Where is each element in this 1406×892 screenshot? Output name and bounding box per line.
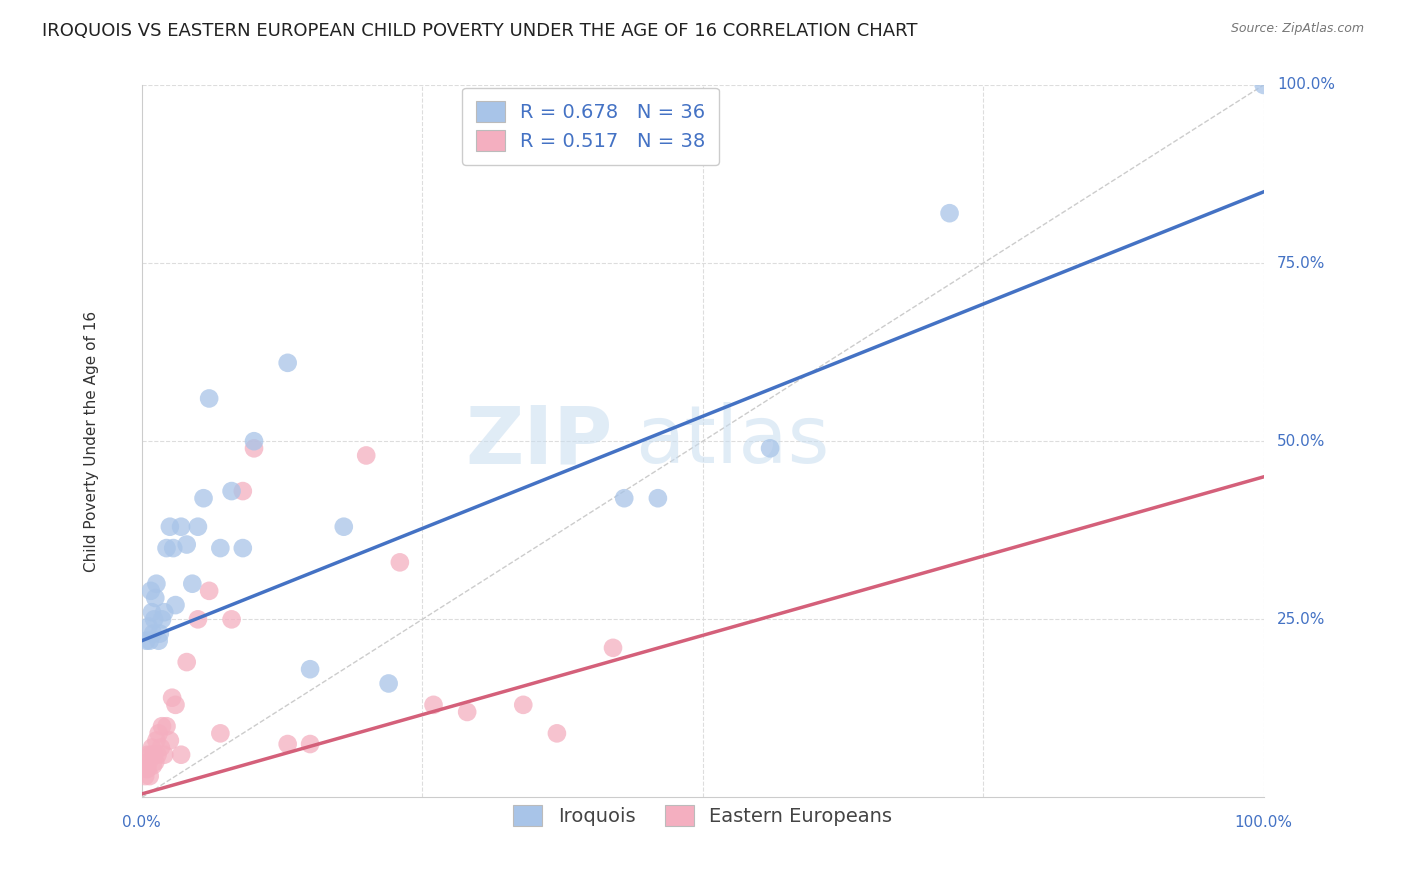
Point [145,733,167,747]
Point [388,555,411,569]
Point [181,576,204,591]
Point [187,612,209,626]
Point [148,633,170,648]
Point [422,698,444,712]
Point [142,758,165,772]
Point [377,676,399,690]
Point [243,442,266,456]
Point [143,755,166,769]
Point [277,737,299,751]
Point [187,519,209,533]
Point [143,612,166,626]
Point [938,206,960,220]
Point [299,662,322,676]
Point [138,619,160,633]
Point [145,576,167,591]
Point [354,449,377,463]
Text: 0.0%: 0.0% [122,815,162,830]
Text: 100.0%: 100.0% [1234,815,1292,830]
Point [512,698,534,712]
Point [149,740,172,755]
Point [602,640,624,655]
Point [135,762,157,776]
Point [198,583,221,598]
Point [170,747,193,762]
Point [150,612,173,626]
Point [221,484,243,499]
Point [160,690,183,705]
Point [142,626,165,640]
Point [277,356,299,370]
Point [143,747,166,762]
Point [155,719,177,733]
Point [136,762,159,776]
Point [176,655,198,669]
Point [153,747,176,762]
Point [139,583,162,598]
Point [759,442,782,456]
Point [193,491,215,506]
Text: atlas: atlas [636,402,830,480]
Point [613,491,636,506]
Point [153,605,176,619]
Point [136,747,159,762]
Text: Source: ZipAtlas.com: Source: ZipAtlas.com [1230,22,1364,36]
Point [1253,78,1275,92]
Point [150,719,173,733]
Point [176,537,198,551]
Point [138,633,160,648]
Point [198,392,221,406]
Text: Child Poverty Under the Age of 16: Child Poverty Under the Age of 16 [84,310,98,572]
Point [159,733,181,747]
Point [333,519,356,533]
Point [232,484,254,499]
Point [209,726,232,740]
Point [143,591,166,605]
Point [170,519,193,533]
Point [134,769,156,783]
Point [138,755,160,769]
Point [647,491,669,506]
Point [456,705,478,719]
Point [232,541,254,555]
Point [141,740,163,755]
Legend: Iroquois, Eastern Europeans: Iroquois, Eastern Europeans [505,797,900,834]
Point [165,698,187,712]
Point [546,726,568,740]
Point [159,519,181,533]
Point [135,633,157,648]
Point [162,541,184,555]
Point [243,434,266,449]
Point [221,612,243,626]
Point [155,541,177,555]
Text: 100.0%: 100.0% [1277,78,1336,93]
Text: IROQUOIS VS EASTERN EUROPEAN CHILD POVERTY UNDER THE AGE OF 16 CORRELATION CHART: IROQUOIS VS EASTERN EUROPEAN CHILD POVER… [42,22,918,40]
Point [138,769,160,783]
Point [146,747,169,762]
Point [148,726,170,740]
Text: 25.0%: 25.0% [1277,612,1326,627]
Point [139,747,162,762]
Point [299,737,322,751]
Point [165,598,187,612]
Point [209,541,232,555]
Point [149,626,172,640]
Text: ZIP: ZIP [465,402,613,480]
Text: 75.0%: 75.0% [1277,256,1326,270]
Text: 50.0%: 50.0% [1277,434,1326,449]
Point [141,605,163,619]
